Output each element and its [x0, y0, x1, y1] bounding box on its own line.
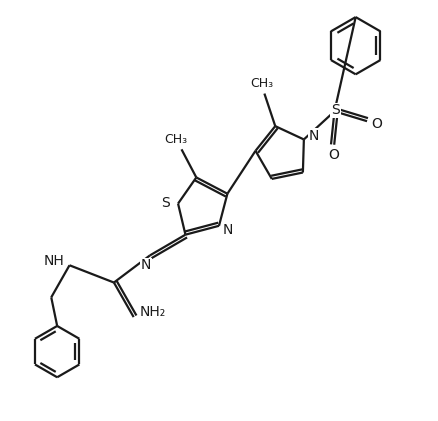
Text: S: S — [330, 103, 339, 117]
Text: NH: NH — [43, 254, 64, 268]
Text: O: O — [371, 117, 381, 131]
Text: CH₃: CH₃ — [164, 133, 187, 146]
Text: S: S — [161, 196, 170, 210]
Text: CH₃: CH₃ — [250, 77, 273, 90]
Text: O: O — [327, 148, 338, 162]
Text: NH₂: NH₂ — [139, 305, 165, 319]
Text: N: N — [222, 223, 233, 237]
Text: N: N — [308, 128, 318, 142]
Text: N: N — [141, 258, 151, 272]
